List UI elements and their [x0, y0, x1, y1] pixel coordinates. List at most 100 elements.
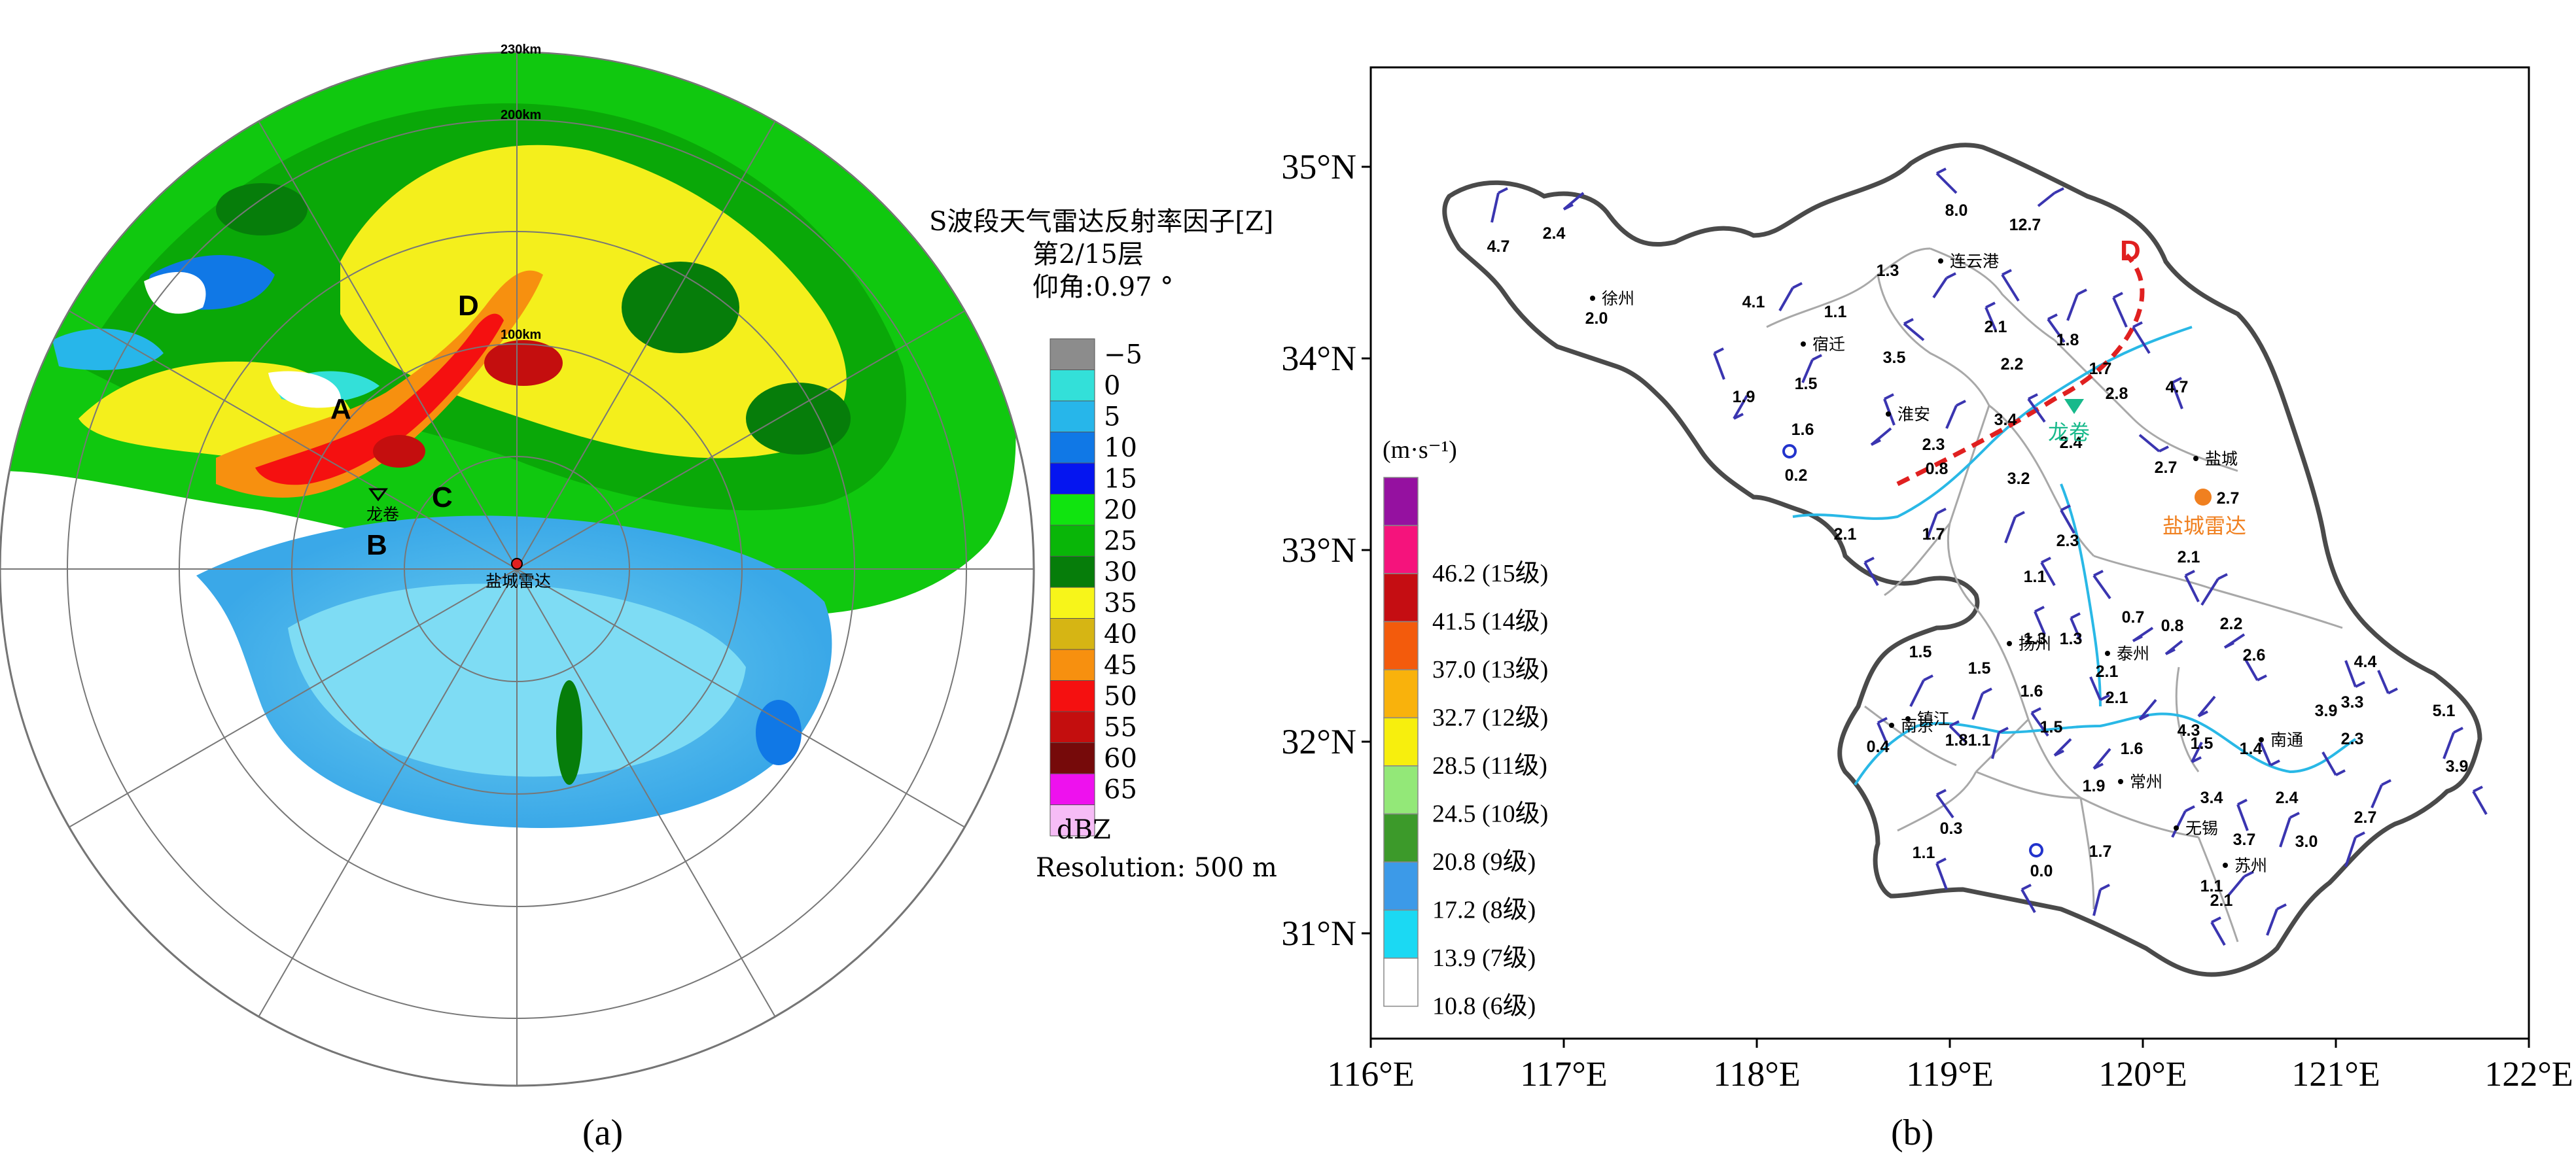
wind-barb — [1801, 359, 1814, 383]
wind-barb-tick — [2270, 759, 2280, 767]
dbz-swatch — [1050, 462, 1095, 494]
city-name: 泰州 — [2117, 644, 2149, 663]
wind-legend-label: 28.5 (11级) — [1432, 752, 1547, 780]
wind-barb — [2020, 889, 2036, 913]
x-tick-label: 120°E — [2098, 1054, 2187, 1094]
city-name: 盐城 — [2205, 449, 2238, 468]
wind-barb-tick — [1923, 674, 1933, 682]
station-value: 1.1 — [2024, 568, 2047, 586]
reflectivity-echoes — [0, 52, 1016, 828]
wind-barb-tick — [2015, 511, 2025, 518]
dbz-tick-label: 30 — [1104, 557, 1137, 587]
station-value: 1.1 — [1968, 731, 1991, 750]
radar-elevation: 仰角:0.97 ° — [1032, 272, 1173, 302]
station-value: 8.0 — [1945, 201, 1968, 220]
station-value: 2.0 — [1585, 309, 1608, 328]
wind-barb-tick — [2028, 393, 2038, 400]
wind-barb-tick — [2047, 313, 2058, 320]
wind-barb-tick — [2198, 710, 2208, 717]
station-value: 3.9 — [2315, 702, 2338, 720]
city-dot — [2223, 863, 2228, 868]
station-value: 4.1 — [1742, 293, 1765, 311]
station-value: 3.7 — [2233, 831, 2256, 849]
dbz-swatch — [1050, 370, 1095, 402]
wind-barb-tick — [1936, 857, 1947, 865]
y-tick-label: 34°N — [1281, 339, 1356, 378]
station-value: 2.1 — [2106, 689, 2128, 707]
wind-barb — [1971, 693, 1984, 720]
wind-barb-tick — [1563, 203, 1574, 211]
wind-barb-tick — [2100, 884, 2110, 891]
x-tick-label: 119°E — [1906, 1054, 1994, 1094]
wind-barb-tick — [2172, 377, 2182, 384]
wind-legend-label: 17.2 (8级) — [1432, 897, 1536, 924]
station-value: 1.7 — [2089, 360, 2112, 378]
station-value: 3.2 — [2007, 470, 2030, 488]
dbz-swatch — [1050, 742, 1095, 774]
wind-barb-tick — [2100, 694, 2110, 701]
station-value: 1.1 — [2200, 877, 2223, 895]
station-value: 1.9 — [2083, 777, 2106, 795]
dbz-tick-label: 40 — [1104, 619, 1137, 649]
city-dot — [2174, 825, 2179, 831]
station-value: 1.5 — [1909, 643, 1932, 661]
wind-barb — [2321, 751, 2337, 776]
station-value: 1.3 — [2060, 630, 2083, 648]
wind-barb — [2227, 875, 2246, 897]
wind-barb — [2138, 434, 2161, 453]
wind-barb — [1935, 793, 1954, 819]
wind-legend-label: 32.7 (12级) — [1432, 704, 1548, 732]
wind-barb-tick — [2031, 707, 2041, 714]
wind-barb — [2197, 695, 2216, 717]
map-axes: 116°E 117°E 118°E 119°E 120°E 121°E 122°E 35°N 3… — [1281, 147, 2573, 1094]
wind-barb-tick — [2139, 714, 2149, 721]
wind-barb-tick — [1884, 393, 1894, 400]
station-value: 2.1 — [1834, 525, 1857, 544]
wind-barb-tick — [2185, 805, 2195, 812]
dbz-swatch — [1050, 773, 1095, 805]
wind-legend-label: 46.2 (15级) — [1432, 560, 1548, 587]
wind-barb-tick — [2473, 786, 2483, 793]
station-value: 0.3 — [1940, 820, 1963, 838]
station-values: 4.7 2.4 8.0 12.7 2.0 4.1 1.1 1.3 1.9 1.5 3.5 2.1 2.2… — [1487, 201, 2469, 910]
wind-barb-tick — [2224, 642, 2234, 649]
wind-legend-swatch — [1383, 765, 1419, 815]
wind-barb-tick — [2185, 570, 2195, 577]
wind-barb — [1949, 725, 1967, 744]
wind-barb-tick — [1936, 508, 1947, 515]
wind-legend-swatch — [1383, 573, 1419, 623]
wind-barb — [2030, 712, 2049, 737]
station-value: 2.3 — [2056, 532, 2079, 550]
city-dot — [2118, 779, 2123, 784]
wind-legend-swatch — [1383, 909, 1419, 959]
wind-barb-tick — [1733, 413, 1744, 420]
station-value: 2.1 — [2096, 663, 2119, 681]
station-value: 4.4 — [2354, 653, 2377, 671]
wind-barb — [2259, 742, 2272, 766]
wind-barb-tick — [2237, 799, 2248, 806]
marker-d: D — [458, 290, 479, 322]
station-value: 1.4 — [2240, 740, 2263, 758]
station-value: 1.3 — [1877, 262, 1899, 280]
wind-barb-tick — [2034, 606, 2045, 613]
wind-legend-swatch — [1383, 477, 1419, 527]
wind-barb — [2089, 676, 2102, 700]
wind-barb-tick — [1985, 302, 1996, 309]
station-value: 3.4 — [2200, 789, 2223, 807]
station-value: 1.6 — [2121, 740, 2144, 758]
city-dot — [1886, 411, 1891, 417]
wind-barb-tick — [2191, 756, 2202, 763]
dbz-swatch — [1050, 400, 1095, 432]
wind-barb — [2171, 382, 2183, 409]
wind-barb-tick — [1956, 400, 1966, 407]
dbz-swatch — [1050, 680, 1095, 712]
wind-barb-tick — [2060, 504, 2071, 511]
wind-barb-tick — [1982, 687, 1992, 695]
wind-barb-tick — [2093, 570, 2104, 577]
wind-barb-tick — [2077, 288, 2087, 296]
station-value: 1.6 — [2020, 682, 2043, 700]
station-value: 1.5 — [1968, 659, 1991, 678]
wind-barb-tick — [1946, 272, 1956, 279]
